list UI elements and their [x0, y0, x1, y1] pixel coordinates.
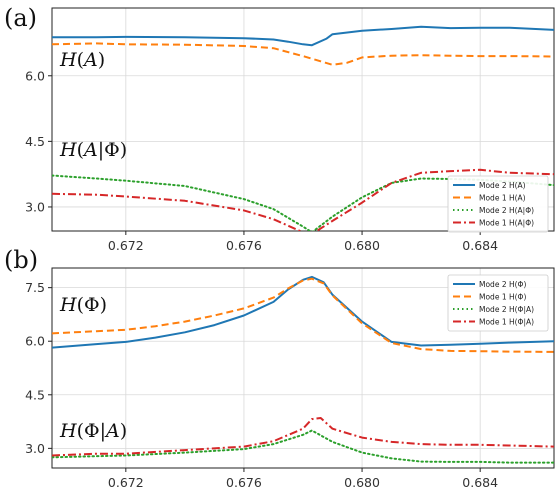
annotation-1: H(A) — [59, 49, 105, 71]
y-tick-label: 6.0 — [25, 334, 45, 349]
y-tick-label: 4.5 — [25, 387, 45, 402]
series-line-1 — [52, 25, 554, 47]
series-line-2 — [52, 42, 554, 66]
legend-entry-3: Mode 2 H(A|Φ) — [479, 206, 534, 215]
legend-entry-4: Mode 1 H(A|Φ) — [479, 218, 534, 227]
annotation-2: H(Φ|A) — [59, 420, 127, 442]
x-tick-label: 0.680 — [344, 238, 380, 253]
series-line-2 — [52, 277, 554, 353]
y-tick-label: 7.5 — [25, 280, 45, 295]
y-tick-label: 3.0 — [25, 441, 45, 456]
x-tick-label: 0.672 — [108, 475, 144, 490]
legend: Mode 2 H(A) Mode 1 H(A) Mode 2 H(A|Φ) Mode … — [447, 175, 549, 233]
legend-entry-2: Mode 1 H(Φ) — [479, 292, 526, 301]
plot-frame — [51, 7, 555, 232]
series-line-4 — [52, 168, 554, 231]
legend-entry-1: Mode 2 H(A) — [479, 181, 526, 190]
y-tick-label: 6.0 — [25, 68, 45, 83]
legend: Mode 2 H(Φ) Mode 1 H(Φ) Mode 2 H(Φ|A) Mode … — [447, 274, 549, 332]
legend-box — [447, 274, 549, 332]
x-tick-label: 0.684 — [462, 238, 498, 253]
panel-b: 0.672 0.676 0.680 0.684 3.0 4.5 6.0 7.5 H(Φ) H(Φ|… — [4, 246, 555, 490]
panel-a: 0.672 0.676 0.680 0.684 3.0 4.5 6.0 H(A) H(A|Φ) (… — [4, 4, 555, 253]
panel-label: (b) — [4, 246, 38, 274]
x-tick-label: 0.684 — [462, 475, 498, 490]
series-line-4 — [52, 417, 554, 457]
annotation-1: H(Φ) — [59, 294, 107, 316]
y-tick-label: 4.5 — [25, 134, 45, 149]
legend-entry-3: Mode 2 H(Φ|A) — [479, 305, 534, 314]
y-tick-label: 3.0 — [25, 199, 45, 214]
panel-label: (a) — [4, 4, 37, 32]
legend-entry-4: Mode 1 H(Φ|A) — [479, 317, 534, 326]
plot-frame — [51, 267, 555, 469]
x-tick-label: 0.680 — [344, 475, 380, 490]
x-tick-label: 0.672 — [108, 238, 144, 253]
x-tick-label: 0.676 — [226, 475, 262, 490]
series-line-1 — [52, 275, 554, 349]
x-tick-label: 0.676 — [226, 238, 262, 253]
series-line-3 — [52, 429, 554, 464]
series-group — [52, 275, 554, 464]
legend-entry-2: Mode 1 H(A) — [479, 193, 526, 202]
legend-entry-1: Mode 2 H(Φ) — [479, 280, 526, 289]
annotation-2: H(A|Φ) — [59, 139, 127, 161]
legend-box — [447, 175, 549, 233]
